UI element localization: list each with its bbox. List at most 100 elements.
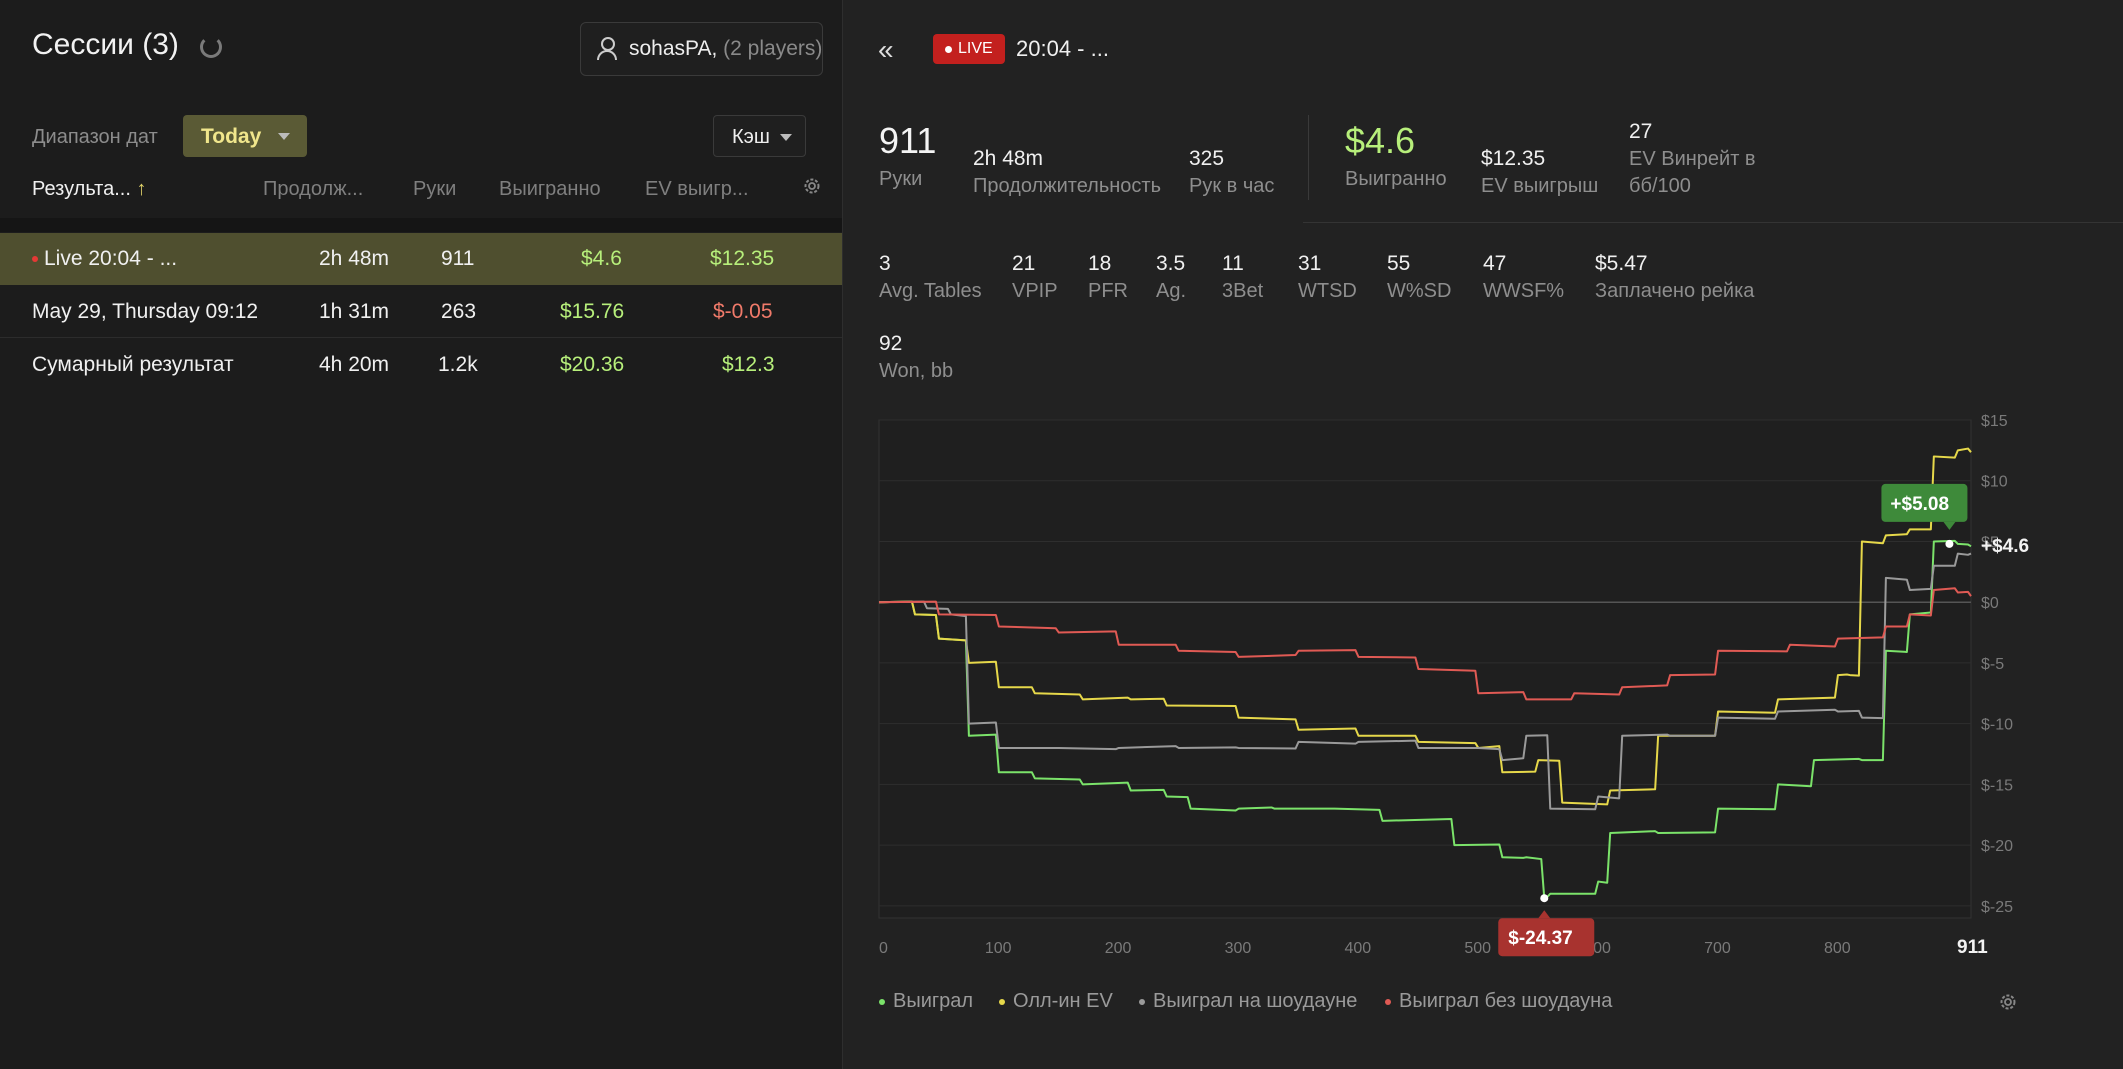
stat-row-value: 3	[879, 252, 891, 275]
user-icon	[597, 37, 617, 60]
y-tick-label: $0	[1981, 595, 1999, 612]
end-value-label: +$4.6	[1981, 536, 2029, 557]
stat-row-value: 55	[1387, 252, 1411, 275]
stat-won-value: $4.6	[1345, 120, 1416, 161]
chevron-down-icon	[780, 134, 792, 141]
stat-ev-winrate-label-2: бб/100	[1629, 175, 1691, 197]
stat-row-label: W%SD	[1387, 280, 1452, 302]
stat-row-label: PFR	[1088, 280, 1128, 302]
legend-item-won-showdown[interactable]: Выиграл на шоудауне	[1139, 990, 1357, 1013]
stat-hph-label: Рук в час	[1189, 175, 1275, 197]
stat-row-label: Ag.	[1156, 280, 1187, 302]
stat-row-value: 47	[1483, 252, 1507, 275]
max-callout-pointer	[1943, 521, 1956, 530]
table-row[interactable]: Сумарный результат 4h 20m 1.2k $20.36 $1…	[32, 353, 775, 376]
x-tick-label: 200	[1105, 940, 1132, 957]
min-callout-pointer	[1538, 910, 1551, 919]
live-badge: LIVE	[933, 34, 1005, 64]
live-dot-icon	[32, 256, 38, 263]
x-tick-label: 300	[1225, 940, 1252, 957]
y-tick-label: $10	[1981, 474, 2008, 491]
chevron-down-icon	[278, 133, 290, 140]
stat-row-label: Avg. Tables	[879, 280, 982, 302]
stat-row-value: 18	[1088, 252, 1112, 275]
stat-won-label: Выигранно	[1345, 168, 1447, 190]
min-callout-label: $-24.37	[1508, 928, 1572, 949]
session-chart: $15 $10 $5 $0 $-5 $-10 $-15 $-20 $-25 0 100 200 300 4…	[878, 413, 2029, 958]
column-header-result[interactable]: Результа... ↑	[32, 178, 147, 200]
column-header-duration[interactable]: Продолж...	[263, 178, 364, 200]
x-tick-label: 100	[985, 940, 1012, 957]
sessions-title: Сессии (3)	[32, 28, 179, 61]
gear-icon[interactable]	[802, 176, 822, 196]
table-row[interactable]: May 29, Thursday 09:12 1h 31m 263 $15.76…	[32, 300, 773, 323]
game-type-dropdown[interactable]: Кэш	[713, 115, 806, 157]
player-selector-button[interactable]: sohasPA, (2 players)	[580, 22, 823, 76]
stat-won-bb-label: Won, bb	[879, 360, 954, 382]
stat-ev-winrate-label: EV Винрейт в	[1629, 148, 1756, 170]
stat-row-label: WTSD	[1298, 280, 1357, 302]
y-tick-label: $-20	[1981, 838, 2013, 855]
stat-duration-value: 2h 48m	[973, 147, 1044, 170]
column-header-won[interactable]: Выигранно	[499, 178, 601, 200]
stat-ev-won-label: EV выигрыш	[1481, 175, 1599, 197]
y-tick-label: $15	[1981, 413, 2008, 430]
game-type-value: Кэш	[732, 126, 770, 148]
sort-arrow-icon: ↑	[136, 178, 147, 200]
max-callout-label: +$5.08	[1890, 494, 1949, 515]
date-range-value: Today	[201, 125, 262, 148]
series-line	[878, 587, 1972, 701]
session-title: 20:04 - ...	[1016, 36, 1109, 61]
stat-row-label: Заплачено рейка	[1595, 280, 1755, 302]
x-tick-label: 700	[1704, 940, 1731, 957]
series-line	[878, 552, 1972, 811]
legend-item-allin-ev[interactable]: Олл-ин EV	[999, 990, 1113, 1013]
session-detail-panel: « LIVE 20:04 - ... 911 Руки 2h 48m Продо…	[843, 0, 2123, 1069]
header-divider	[0, 218, 842, 232]
y-tick-label: $-15	[1981, 777, 2013, 794]
max-callout	[1881, 483, 1968, 522]
stat-row-label: WWSF%	[1483, 280, 1565, 302]
sessions-panel: Сессии (3) sohasPA, (2 players) Диапазон…	[0, 0, 843, 1069]
collapse-icon[interactable]: «	[878, 34, 894, 65]
player-count: (2 players)	[723, 37, 823, 60]
column-header-ev[interactable]: EV выигр...	[645, 178, 749, 200]
date-range-label: Диапазон дат	[32, 126, 158, 148]
x-tick-label: 400	[1344, 940, 1371, 957]
stat-hph-value: 325	[1189, 147, 1225, 170]
stat-won-bb-value: 92	[879, 332, 903, 355]
x-tick-label: 500	[1464, 940, 1491, 957]
table-row[interactable]: Live 20:04 - ... 2h 48m 911 $4.6 $12.35	[0, 233, 842, 285]
stat-row-value: 21	[1012, 252, 1036, 275]
refresh-icon[interactable]	[200, 36, 222, 58]
series-line	[878, 447, 1972, 806]
x-tick-label: 911	[1957, 937, 1988, 958]
gear-icon[interactable]	[1998, 992, 2018, 1012]
stat-row-value: 11	[1222, 252, 1244, 275]
y-tick-label: $-5	[1981, 656, 2004, 673]
y-tick-label: $-10	[1981, 717, 2013, 734]
x-tick-label: 0	[879, 940, 888, 957]
min-point	[1540, 894, 1549, 903]
min-callout	[1498, 918, 1595, 957]
player-name: sohasPA	[629, 37, 712, 60]
stat-ev-winrate-value: 27	[1629, 120, 1653, 143]
stat-row-value: $5.47	[1595, 252, 1648, 275]
legend-item-won-no-showdown[interactable]: Выиграл без шоудауна	[1385, 990, 1612, 1013]
date-range-dropdown[interactable]: Today	[183, 115, 307, 157]
stat-row-value: 31	[1298, 252, 1322, 275]
stat-hands-label: Руки	[879, 168, 923, 190]
column-header-hands[interactable]: Руки	[413, 178, 457, 200]
series-line	[878, 539, 1972, 900]
stat-row-label: 3Bet	[1222, 280, 1264, 302]
stat-row-value: 3.5	[1156, 252, 1186, 275]
y-tick-label: $-25	[1981, 899, 2013, 916]
stat-duration-label: Продолжительность	[973, 175, 1161, 197]
x-tick-label: 800	[1824, 940, 1851, 957]
y-tick-label: $5	[1981, 534, 1999, 551]
stat-hands-value: 911	[879, 120, 937, 161]
live-dot-icon	[945, 46, 952, 53]
end-point	[1945, 539, 1954, 548]
legend-item-won[interactable]: Выиграл	[879, 990, 973, 1013]
stat-row-label: VPIP	[1012, 280, 1058, 302]
